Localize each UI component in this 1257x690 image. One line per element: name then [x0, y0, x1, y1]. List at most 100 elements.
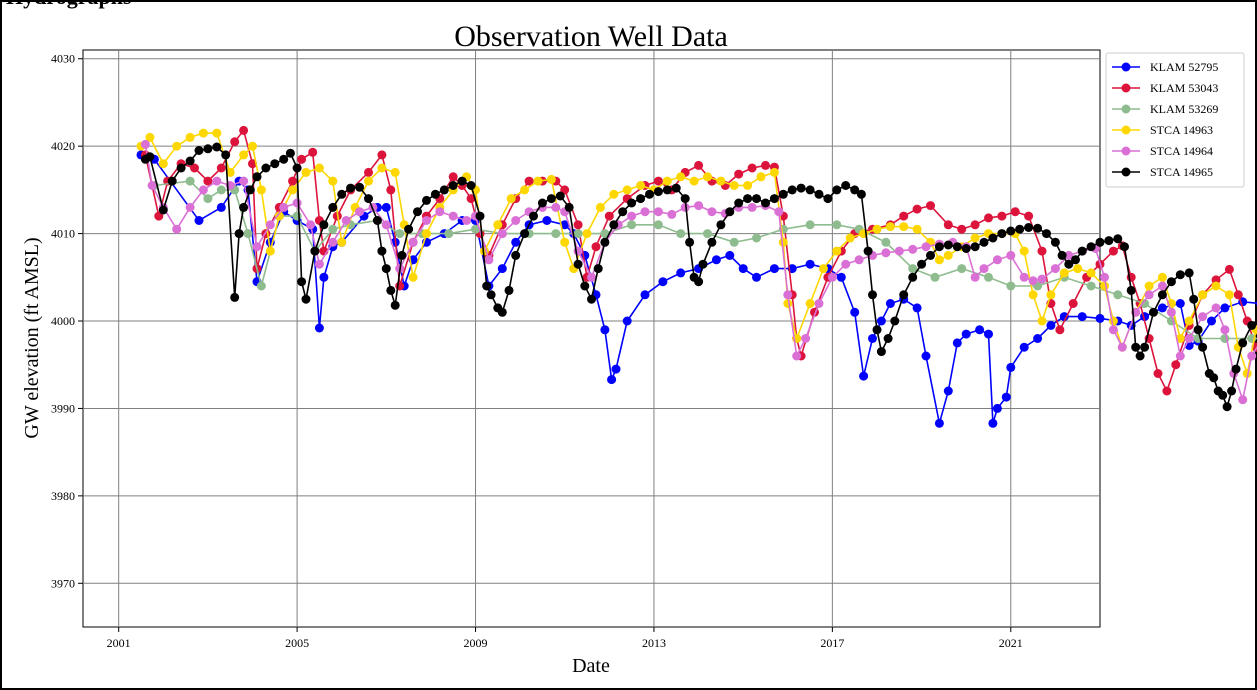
data-point	[1211, 281, 1221, 291]
data-point	[1149, 307, 1158, 317]
data-point	[1175, 351, 1185, 361]
data-point	[1175, 270, 1185, 280]
data-point	[1100, 272, 1109, 282]
data-point	[395, 229, 405, 239]
y-tick-label: 4020	[51, 139, 75, 153]
data-point	[658, 277, 668, 287]
data-point	[618, 207, 628, 217]
data-point	[234, 229, 244, 239]
data-point	[444, 229, 454, 239]
data-point	[301, 167, 311, 177]
data-point	[529, 211, 538, 221]
data-point	[934, 242, 944, 252]
data-point	[546, 174, 556, 184]
data-point	[506, 194, 516, 204]
data-point	[827, 272, 837, 282]
data-point	[694, 160, 704, 170]
data-point	[725, 207, 735, 217]
data-point	[653, 220, 663, 230]
data-point	[636, 194, 646, 204]
data-point	[1064, 259, 1074, 269]
data-point	[243, 229, 253, 239]
data-point	[484, 255, 494, 265]
data-point	[422, 195, 431, 205]
data-point	[308, 147, 318, 157]
data-point	[970, 233, 980, 243]
data-point	[430, 189, 440, 199]
data-point	[1073, 264, 1083, 274]
data-point	[1010, 207, 1020, 217]
data-point	[1207, 316, 1216, 326]
data-point	[390, 167, 400, 177]
data-point	[747, 163, 757, 173]
data-point	[653, 187, 663, 197]
data-point	[832, 185, 842, 195]
legend-item: STCA 14964	[1112, 144, 1213, 158]
data-point	[1157, 281, 1167, 291]
data-point	[471, 224, 480, 234]
data-point	[961, 329, 971, 339]
data-point	[551, 202, 561, 212]
legend-marker	[1121, 125, 1131, 135]
data-point	[252, 172, 262, 182]
y-tick-label: 3990	[51, 401, 75, 415]
data-point	[836, 272, 846, 282]
data-point	[564, 202, 574, 212]
legend-marker	[1121, 83, 1131, 93]
data-point	[1086, 242, 1096, 252]
data-point	[876, 316, 886, 326]
data-point	[783, 290, 793, 300]
data-point	[805, 259, 815, 269]
data-point	[252, 242, 262, 252]
data-point	[756, 172, 766, 182]
data-point	[653, 176, 663, 186]
data-point	[288, 176, 298, 186]
data-point	[1057, 250, 1067, 260]
data-point	[1184, 268, 1194, 278]
data-point	[921, 242, 931, 252]
data-point	[306, 220, 315, 230]
data-point	[761, 198, 770, 208]
data-point	[1108, 325, 1118, 335]
data-point	[457, 176, 467, 186]
data-point	[288, 185, 298, 195]
data-point	[1220, 325, 1230, 335]
data-point	[876, 347, 886, 357]
data-point	[1126, 285, 1136, 295]
data-point	[957, 264, 967, 274]
data-point	[832, 220, 842, 230]
data-point	[582, 229, 592, 239]
data-point	[221, 150, 231, 160]
data-point	[1019, 272, 1029, 282]
data-point	[881, 248, 891, 258]
data-point	[711, 255, 721, 265]
data-point	[894, 246, 904, 256]
data-point	[158, 205, 168, 215]
data-point	[943, 220, 953, 230]
data-point	[1198, 290, 1208, 300]
data-point	[622, 316, 632, 326]
data-point	[1238, 338, 1248, 348]
data-point	[997, 211, 1007, 221]
data-point	[1037, 316, 1047, 326]
data-point	[497, 307, 507, 317]
data-point	[1224, 264, 1234, 274]
data-point	[716, 220, 726, 230]
x-tick-label: 2005	[285, 636, 309, 650]
data-point	[868, 290, 877, 300]
data-point	[868, 334, 877, 343]
data-point	[607, 375, 617, 385]
data-point	[1095, 313, 1105, 323]
data-point	[194, 146, 204, 155]
data-point	[212, 176, 222, 186]
data-point	[883, 334, 893, 343]
data-point	[1227, 386, 1237, 396]
data-point	[511, 216, 521, 225]
data-point	[1140, 299, 1150, 308]
data-point	[364, 194, 373, 204]
data-point	[190, 163, 199, 173]
data-point	[636, 181, 646, 190]
data-point	[1233, 290, 1243, 300]
data-point	[248, 141, 257, 151]
data-point	[921, 351, 931, 361]
